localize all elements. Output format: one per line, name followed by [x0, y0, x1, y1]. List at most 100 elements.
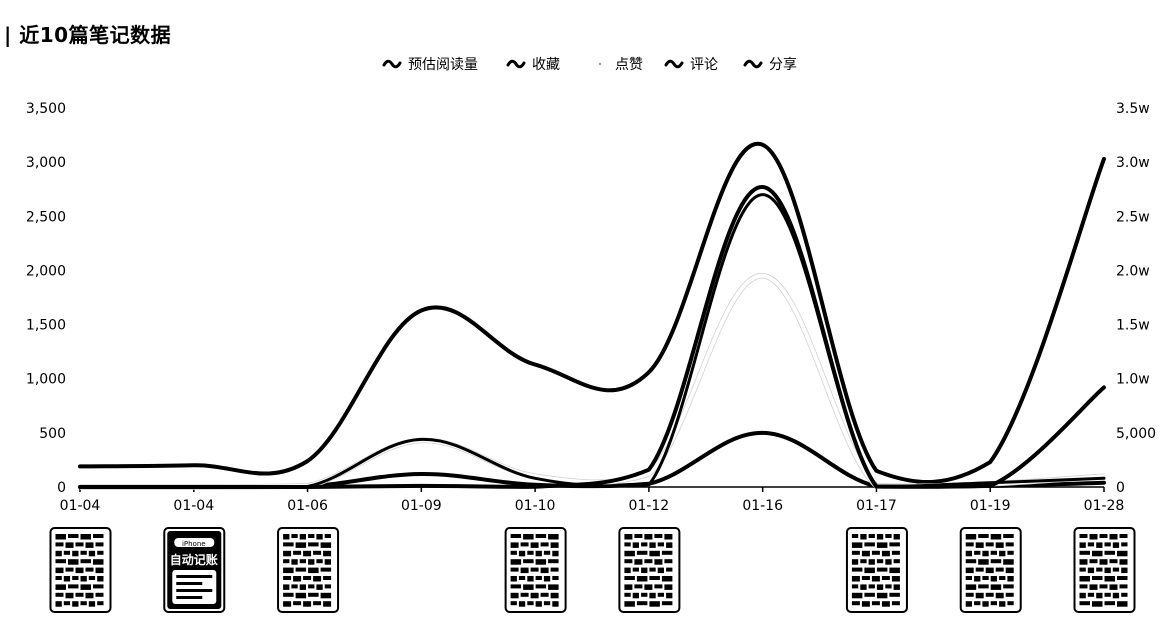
thumbnail-image — [55, 534, 104, 607]
thumbnail-block — [876, 567, 888, 572]
thumbnail-block — [552, 601, 559, 607]
thumbnail-block — [1096, 567, 1103, 572]
note-thumbnail[interactable] — [845, 527, 908, 613]
thumbnail-block — [55, 592, 64, 597]
thumbnail-block — [548, 559, 559, 564]
thumbnail-block — [624, 534, 633, 540]
thumbnail-block — [1119, 534, 1128, 538]
note-thumbnail[interactable] — [618, 527, 681, 613]
thumbnail-block — [885, 559, 892, 565]
thumbnail-block — [1121, 592, 1128, 597]
thumbnail-block — [891, 576, 900, 582]
thumbnail-block — [55, 601, 62, 607]
x-tick-label: 01-04 — [173, 498, 214, 514]
thumbnail-block — [1096, 542, 1103, 548]
thumbnail-block — [661, 601, 673, 606]
thumbnail-block — [965, 576, 972, 580]
thumbnail-block — [313, 601, 322, 606]
thumbnail-block — [881, 576, 890, 580]
thumbnail-block — [990, 601, 997, 606]
thumbnail-block — [323, 576, 332, 580]
thumbnail-block — [320, 567, 332, 572]
thumbnail-image: iPhone 自动记账 — [167, 531, 222, 609]
left-y-tick-label: 3,500 — [26, 101, 66, 117]
thumbnail-block — [316, 534, 323, 540]
thumbnail-block — [876, 592, 888, 599]
note-thumbnail[interactable] — [504, 527, 567, 613]
thumbnail-block — [72, 576, 79, 580]
thumbnail-block — [95, 542, 104, 547]
thumbnail-block — [860, 559, 867, 564]
note-thumbnail[interactable] — [1073, 527, 1136, 613]
thumbnail-block — [999, 601, 1006, 607]
thumbnail-block — [995, 567, 1004, 572]
thumbnail-block — [649, 592, 656, 599]
thumbnail-image — [624, 534, 673, 607]
series-分享 — [78, 193, 1106, 489]
thumbnail-block — [1087, 542, 1095, 547]
thumbnail-block — [965, 534, 977, 540]
thumbnail-block — [85, 567, 94, 572]
thumbnail-block — [851, 584, 859, 589]
left-y-tick-label: 1,000 — [26, 372, 66, 388]
thumbnail-block — [1089, 559, 1098, 564]
thumbnail-block — [1112, 567, 1120, 572]
legend-item[interactable]: 收藏 — [506, 57, 560, 73]
x-tick-label: 01-12 — [629, 498, 670, 514]
thumbnail-block — [893, 559, 900, 564]
thumbnail-block — [982, 601, 989, 607]
thumbnail-block — [1007, 576, 1014, 582]
thumbnail-block — [316, 559, 323, 564]
left-y-tick-label: 2,000 — [26, 263, 66, 279]
thumbnail-block — [1079, 542, 1086, 548]
right-y-tick-label: 0 — [1116, 480, 1125, 496]
thumbnail-block — [97, 550, 104, 555]
thumbnail-block — [995, 592, 1004, 599]
thumbnail-block — [295, 567, 307, 572]
thumbnail-block — [881, 601, 890, 607]
thumbnail-block — [75, 567, 84, 574]
thumbnail-block — [982, 550, 989, 557]
legend-label: 分享 — [769, 56, 797, 73]
legend-item[interactable]: 评论 — [664, 57, 718, 73]
thumbnail-block — [518, 601, 526, 607]
x-tick-label: 01-16 — [742, 498, 783, 514]
thumbnail-block — [876, 542, 888, 548]
legend-wave-icon — [382, 59, 402, 69]
thumbnail-block — [543, 550, 551, 555]
thumbnail-block — [868, 584, 875, 589]
thumbnail-image — [965, 534, 1014, 607]
thumbnail-block — [535, 559, 547, 565]
series-line — [78, 273, 1106, 490]
legend-item[interactable]: 分享 — [743, 56, 797, 73]
thumbnail-block — [965, 567, 974, 574]
thumbnail-block — [308, 592, 319, 597]
thumbnail-block — [283, 576, 292, 580]
thumbnail-block — [965, 559, 977, 564]
thumbnail-pill — [174, 538, 215, 547]
thumbnail-block — [1005, 567, 1014, 574]
note-thumbnail[interactable] — [959, 527, 1022, 613]
thumbnail-block — [535, 601, 542, 607]
note-thumbnail[interactable]: iPhone 自动记账 — [163, 527, 226, 613]
thumbnail-block — [55, 550, 62, 557]
note-thumbnail[interactable] — [49, 527, 112, 613]
thumbnail-block — [535, 576, 542, 580]
legend-item[interactable]: 点赞 — [598, 57, 643, 73]
thumbnail-block — [1079, 534, 1088, 538]
thumbnail-block — [1104, 550, 1115, 555]
thumbnail-block — [864, 542, 875, 547]
thumbnail-block — [303, 576, 312, 580]
thumbnail-image — [851, 534, 900, 607]
thumbnail-block — [320, 592, 332, 599]
thumbnail-block — [851, 567, 863, 572]
thumbnail-block — [293, 550, 302, 555]
thumbnail-block — [999, 550, 1006, 557]
note-thumbnail[interactable] — [277, 527, 340, 613]
thumbnail-text-line — [176, 582, 203, 585]
thumbnail-block — [657, 592, 664, 597]
thumbnail-block — [510, 534, 522, 538]
thumbnail-block — [291, 559, 298, 565]
thumbnail-block — [995, 542, 1004, 548]
legend-item[interactable]: 预估阅读量 — [382, 56, 478, 73]
